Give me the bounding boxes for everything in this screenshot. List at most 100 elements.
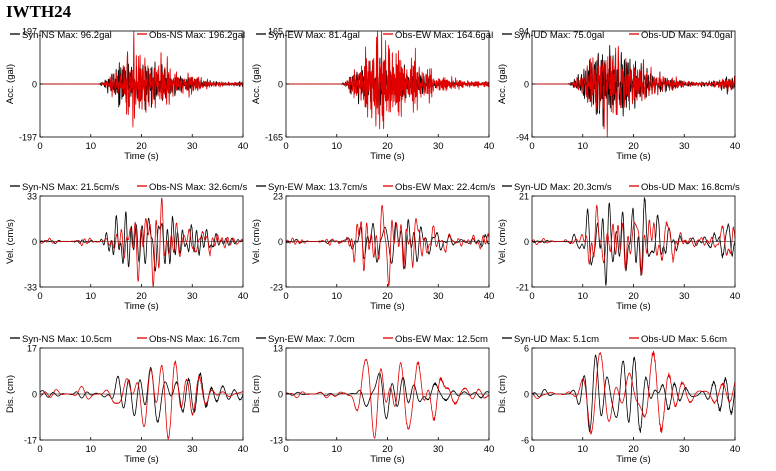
x-tick-label: 10 <box>85 291 96 302</box>
x-tick-label: 30 <box>433 444 444 455</box>
x-tick-label: 40 <box>730 291 741 302</box>
series-line-obs-ud <box>531 204 736 276</box>
y-tick-label: 0 <box>524 390 529 400</box>
y-tick-label: 197 <box>22 27 37 37</box>
x-tick-label: 40 <box>484 141 495 152</box>
x-tick-label: 0 <box>529 291 534 302</box>
x-tick-label: 20 <box>382 291 393 302</box>
x-tick-label: 30 <box>679 141 690 152</box>
x-tick-label: 40 <box>238 291 249 302</box>
panel-dis-ew: Syn-EW Max: 7.0cm Obs-EW Max: 12.5cm 13 0 -1… <box>251 334 494 465</box>
legend-label-syn-ew: Syn-EW Max: 7.0cm <box>268 334 355 345</box>
x-tick-label: 0 <box>529 141 534 152</box>
x-tick-label: 40 <box>730 444 741 455</box>
x-tick-label: 20 <box>136 141 147 152</box>
y-tick-label: 0 <box>32 80 37 90</box>
series-line-syn-ud <box>531 197 736 286</box>
station-title: IWTH24 <box>6 2 72 21</box>
legend-label-obs-ns: Obs-NS Max: 196.2gal <box>149 30 245 41</box>
y-tick-label: 23 <box>273 192 283 202</box>
series-line-syn-ns <box>39 211 244 272</box>
y-tick-label: 0 <box>32 237 37 247</box>
panel-vel-ns: Syn-NS Max: 21.5cm/s Obs-NS Max: 32.6cm/s… <box>5 182 248 312</box>
series-line-obs-ew <box>285 30 490 130</box>
x-tick-label: 10 <box>331 291 342 302</box>
legend-label-obs-ew: Obs-EW Max: 22.4cm/s <box>395 182 496 193</box>
x-tick-label: 0 <box>37 291 42 302</box>
y-tick-label: -6 <box>521 436 529 446</box>
x-tick-label: 0 <box>529 444 534 455</box>
x-tick-label: 10 <box>577 444 588 455</box>
x-tick-label: 10 <box>85 141 96 152</box>
legend-label-syn-ud: Syn-UD Max: 5.1cm <box>514 334 599 345</box>
series-line-syn-ud <box>531 45 736 127</box>
series-line-obs-ud <box>531 350 736 435</box>
x-tick-label: 30 <box>187 141 198 152</box>
panel-vel-ud: Syn-UD Max: 20.3cm/s Obs-UD Max: 16.8cm/s… <box>497 182 740 312</box>
x-axis-label: Time (s) <box>370 301 404 312</box>
x-tick-label: 40 <box>238 141 249 152</box>
y-tick-label: 6 <box>524 344 529 354</box>
series-line-obs-ew <box>285 358 490 439</box>
x-axis-label: Time (s) <box>616 454 650 465</box>
y-tick-label: -23 <box>270 283 283 293</box>
y-tick-label: -165 <box>265 133 283 143</box>
series-line-obs-ud <box>531 45 736 138</box>
x-tick-label: 10 <box>577 141 588 152</box>
y-axis-label: Dis. (cm) <box>251 375 262 413</box>
legend-label-obs-ew: Obs-EW Max: 12.5cm <box>395 334 488 345</box>
series-line-obs-ew <box>285 204 490 287</box>
series-line-obs-ns <box>39 197 244 287</box>
y-tick-label: 0 <box>32 390 37 400</box>
x-tick-label: 40 <box>484 444 495 455</box>
y-tick-label: 33 <box>27 192 37 202</box>
series-line-obs-ns <box>39 30 244 128</box>
x-axis-label: Time (s) <box>124 454 158 465</box>
x-tick-label: 10 <box>85 444 96 455</box>
x-tick-label: 10 <box>331 444 342 455</box>
x-tick-label: 30 <box>679 291 690 302</box>
y-tick-label: 0 <box>524 237 529 247</box>
x-tick-label: 20 <box>628 444 639 455</box>
panel-dis-ns: Syn-NS Max: 10.5cm Obs-NS Max: 16.7cm170-… <box>5 334 248 465</box>
x-tick-label: 30 <box>433 291 444 302</box>
x-tick-label: 0 <box>37 141 42 152</box>
legend-label-syn-ud: Syn-UD Max: 20.3cm/s <box>514 182 612 193</box>
panel-acc-ns: Syn-NS Max: 96.2gal Obs-NS Max: 196.2gal 1… <box>5 27 248 163</box>
y-tick-label: 17 <box>27 344 37 354</box>
x-tick-label: 0 <box>283 291 288 302</box>
x-tick-label: 30 <box>433 141 444 152</box>
x-tick-label: 20 <box>382 444 393 455</box>
y-tick-label: 0 <box>278 390 283 400</box>
x-axis-label: Time (s) <box>370 151 404 162</box>
x-tick-label: 40 <box>238 444 249 455</box>
series-line-syn-ud <box>531 354 736 433</box>
x-tick-label: 0 <box>283 141 288 152</box>
panel-acc-ew: Syn-EW Max: 81.4gal Obs-EW Max: 164.6gal 1… <box>251 27 494 163</box>
series-line-obs-ns <box>39 360 244 440</box>
x-tick-label: 0 <box>37 444 42 455</box>
x-tick-label: 20 <box>628 141 639 152</box>
y-tick-label: -197 <box>19 133 37 143</box>
legend-label-syn-ew: Syn-EW Max: 81.4gal <box>268 30 360 41</box>
x-tick-label: 40 <box>730 141 741 152</box>
legend-label-syn-ud: Syn-UD Max: 75.0gal <box>514 30 604 41</box>
x-tick-label: 20 <box>136 444 147 455</box>
y-axis-label: Dis. (cm) <box>497 375 508 413</box>
legend-label-syn-ew: Syn-EW Max: 13.7cm/s <box>268 182 367 193</box>
y-tick-label: -21 <box>516 283 529 293</box>
legend-label-syn-ns: Syn-NS Max: 21.5cm/s <box>22 182 119 193</box>
y-tick-label: 0 <box>524 80 529 90</box>
series-line-syn-ew <box>285 372 490 420</box>
y-tick-label: 21 <box>519 192 529 202</box>
x-tick-label: 10 <box>577 291 588 302</box>
y-tick-label: 13 <box>273 344 283 354</box>
y-tick-label: 0 <box>278 237 283 247</box>
y-tick-label: -13 <box>270 436 283 446</box>
x-axis-label: Time (s) <box>124 301 158 312</box>
x-tick-label: 40 <box>484 291 495 302</box>
legend-label-syn-ns: Syn-NS Max: 96.2gal <box>22 30 112 41</box>
y-axis-label: Vel. (cm/s) <box>251 219 262 264</box>
panel-vel-ew: Syn-EW Max: 13.7cm/s Obs-EW Max: 22.4cm/s… <box>251 182 496 312</box>
